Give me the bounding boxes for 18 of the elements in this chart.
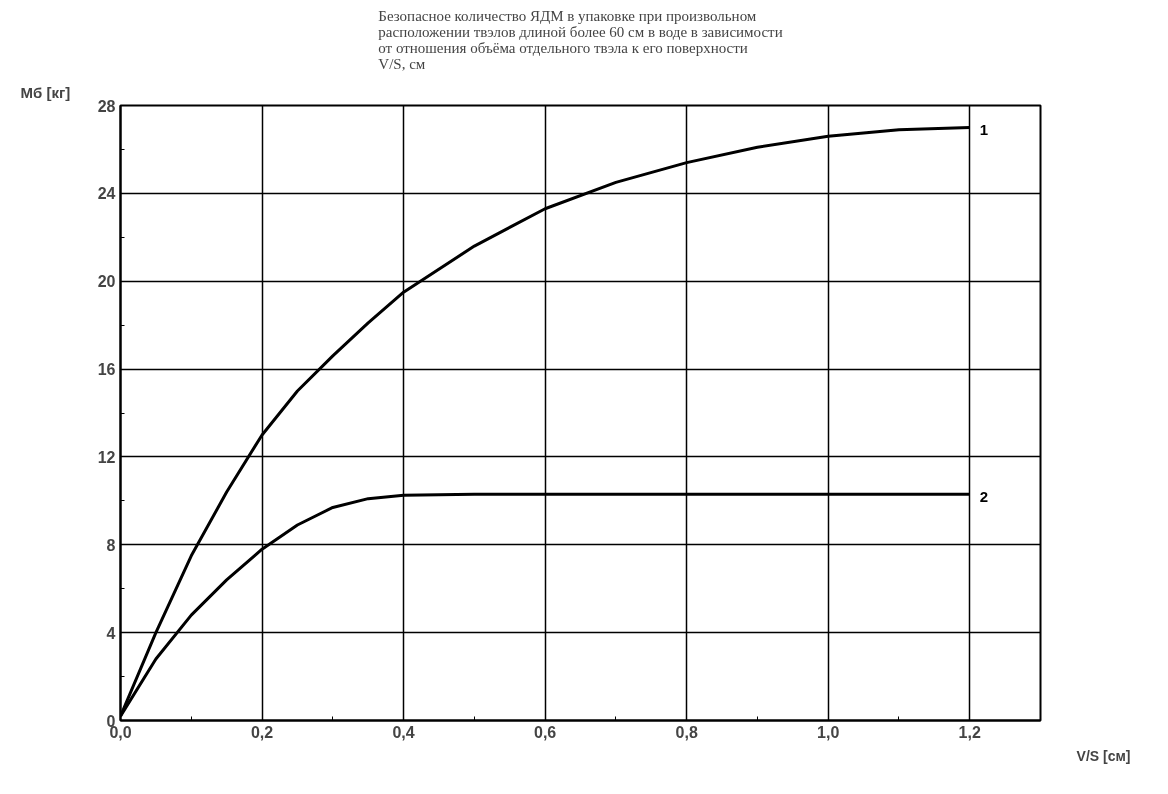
x-tick-label: 1,2 bbox=[958, 723, 981, 741]
y-tick-label: 12 bbox=[97, 448, 116, 466]
y-tick-label: 4 bbox=[106, 624, 116, 642]
y-tick-label: 28 bbox=[97, 97, 116, 115]
x-tick-label: 0,6 bbox=[533, 723, 557, 741]
x-axis-title: V/S [см] bbox=[1076, 747, 1131, 764]
y-axis-title: Mб [кг] bbox=[20, 83, 71, 101]
series-label: 2 bbox=[979, 488, 989, 506]
x-tick-label: 0,4 bbox=[392, 723, 415, 741]
chart-title: Безопасное количество ЯДМ в упаковке при произвольном расположении твэлов длиной более 60 см в воде в зависимости от отношения объёма отдельного твэла к его поверхности V/S, см bbox=[378, 7, 783, 72]
y-tick-label: 24 bbox=[97, 185, 116, 203]
series-label: 1 bbox=[979, 121, 989, 139]
x-tick-label: 0,8 bbox=[675, 723, 698, 741]
y-tick-label: 8 bbox=[106, 536, 116, 554]
y-tick-label: 20 bbox=[97, 273, 116, 291]
x-tick-label: 1,0 bbox=[817, 723, 840, 741]
y-tick-label: 16 bbox=[97, 361, 116, 379]
x-tick-label: 0,2 bbox=[250, 723, 274, 741]
